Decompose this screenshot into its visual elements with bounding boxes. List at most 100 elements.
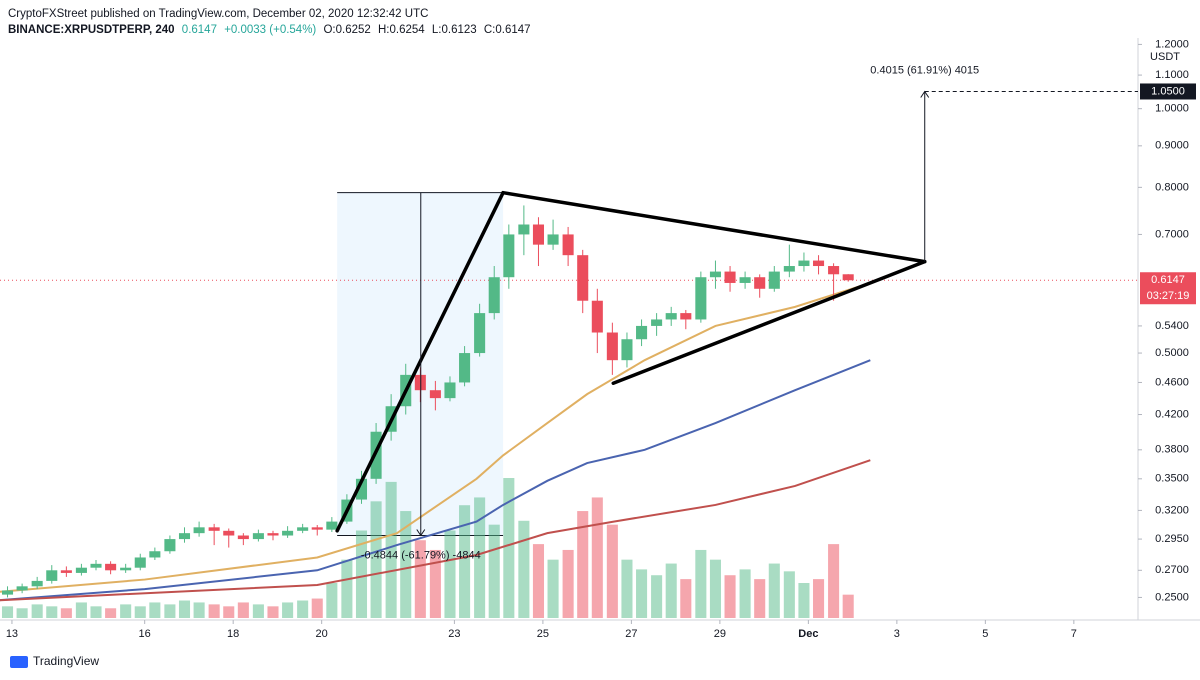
candle-body bbox=[208, 527, 220, 531]
y-tick-label: 0.3500 bbox=[1155, 473, 1189, 485]
candle-body bbox=[621, 339, 633, 361]
volume-bar bbox=[739, 569, 751, 618]
volume-bar bbox=[577, 511, 589, 618]
x-tick-label: 27 bbox=[625, 628, 637, 640]
candle-body bbox=[768, 271, 780, 289]
currency-label: USDT bbox=[1150, 51, 1180, 63]
candle-body bbox=[90, 563, 102, 568]
candle-body bbox=[783, 266, 795, 272]
candle-body bbox=[193, 527, 205, 534]
volume-bar bbox=[208, 604, 220, 618]
countdown: 03:27:19 bbox=[1147, 290, 1190, 302]
x-tick-label: 29 bbox=[714, 628, 726, 640]
last: 0.6147 bbox=[181, 24, 217, 36]
last-price-label: 0.6147 bbox=[1151, 274, 1185, 286]
trend-line bbox=[611, 259, 927, 385]
candle-body bbox=[326, 521, 338, 530]
volume-bar bbox=[149, 602, 161, 618]
candle-body bbox=[459, 353, 471, 383]
volume-bar bbox=[223, 606, 235, 618]
y-tick-label: 0.9000 bbox=[1155, 140, 1189, 152]
volume-bar bbox=[591, 497, 603, 618]
y-tick-label: 0.2500 bbox=[1155, 591, 1189, 603]
volume-bar bbox=[695, 549, 707, 618]
candle-body bbox=[739, 277, 751, 283]
candle-body bbox=[547, 234, 559, 245]
candle-body bbox=[724, 271, 736, 283]
change: +0.0033 (+0.54%) bbox=[224, 24, 317, 36]
candle-body bbox=[828, 266, 840, 275]
candle-body bbox=[444, 382, 456, 399]
candle-body bbox=[429, 390, 441, 399]
volume-bar bbox=[400, 511, 412, 618]
candle-body bbox=[223, 530, 235, 536]
ohlc-line: BINANCE:XRPUSDTPERP, 240 0.6147 +0.0033 … bbox=[8, 22, 535, 38]
trend-line bbox=[501, 190, 927, 264]
candle-body bbox=[267, 533, 279, 536]
volume-bar bbox=[709, 559, 721, 618]
volume-bar bbox=[768, 563, 780, 618]
candle-body bbox=[237, 535, 249, 540]
volume-bar bbox=[474, 497, 486, 618]
volume-bar bbox=[193, 602, 205, 618]
candle-body bbox=[252, 533, 264, 540]
arrow-head bbox=[416, 529, 426, 537]
volume-bar bbox=[828, 544, 840, 618]
measure-label: -0.4844 (-61.79%) -4844 bbox=[361, 549, 481, 561]
candle-body bbox=[709, 271, 721, 278]
moving-average bbox=[0, 459, 871, 602]
volume-bar bbox=[311, 598, 323, 618]
volume-bar bbox=[90, 606, 102, 618]
candle-body bbox=[651, 319, 663, 326]
volume-bar bbox=[252, 604, 264, 618]
volume-bar bbox=[414, 540, 426, 618]
volume-bar bbox=[370, 501, 382, 618]
candle-body bbox=[503, 234, 515, 278]
volume-bar bbox=[75, 602, 87, 618]
candle-body bbox=[798, 260, 810, 267]
candle-body bbox=[532, 224, 545, 245]
low: L:0.6123 bbox=[431, 24, 477, 36]
volume-bar bbox=[665, 563, 677, 618]
candle-body bbox=[16, 586, 28, 591]
y-tick-label: 1.0000 bbox=[1155, 103, 1189, 115]
volume-bar bbox=[282, 602, 294, 618]
last-price-box bbox=[1140, 272, 1196, 305]
volume-bar bbox=[503, 478, 515, 618]
x-tick-label: 5 bbox=[982, 628, 988, 640]
volume-bar bbox=[680, 579, 692, 618]
volume-bar bbox=[429, 549, 441, 618]
volume-bar bbox=[444, 530, 456, 618]
x-tick-label: 3 bbox=[894, 628, 900, 640]
volume-bar bbox=[134, 606, 146, 618]
y-tick-label: 0.4200 bbox=[1155, 408, 1189, 420]
x-tick-label: 23 bbox=[448, 628, 460, 640]
y-tick-label: 0.4600 bbox=[1155, 376, 1189, 388]
candle-body bbox=[134, 557, 146, 568]
candle-body bbox=[591, 300, 603, 333]
volume-bar bbox=[105, 608, 117, 618]
volume-bar bbox=[297, 600, 309, 618]
candle-body bbox=[474, 313, 486, 354]
x-tick-label: 18 bbox=[227, 628, 239, 640]
x-tick-label: 25 bbox=[537, 628, 549, 640]
logo: TradingView bbox=[10, 654, 99, 668]
open: O:0.6252 bbox=[323, 24, 371, 36]
volume-bar bbox=[813, 579, 825, 618]
candle-body bbox=[636, 325, 648, 340]
candle-body bbox=[754, 277, 766, 289]
candle-body bbox=[60, 570, 72, 573]
volume-bar bbox=[31, 604, 43, 618]
volume-bar bbox=[621, 559, 633, 618]
y-tick-label: 0.5400 bbox=[1155, 320, 1189, 332]
candle-body bbox=[606, 332, 618, 361]
candle-body bbox=[120, 567, 132, 571]
candle-body bbox=[695, 277, 707, 320]
volume-bar bbox=[651, 575, 663, 618]
candle-body bbox=[75, 567, 87, 573]
volume-bar bbox=[341, 559, 353, 618]
volume-bar bbox=[16, 608, 28, 618]
footer-brand: TradingView bbox=[33, 654, 99, 668]
candle-body bbox=[31, 580, 43, 587]
